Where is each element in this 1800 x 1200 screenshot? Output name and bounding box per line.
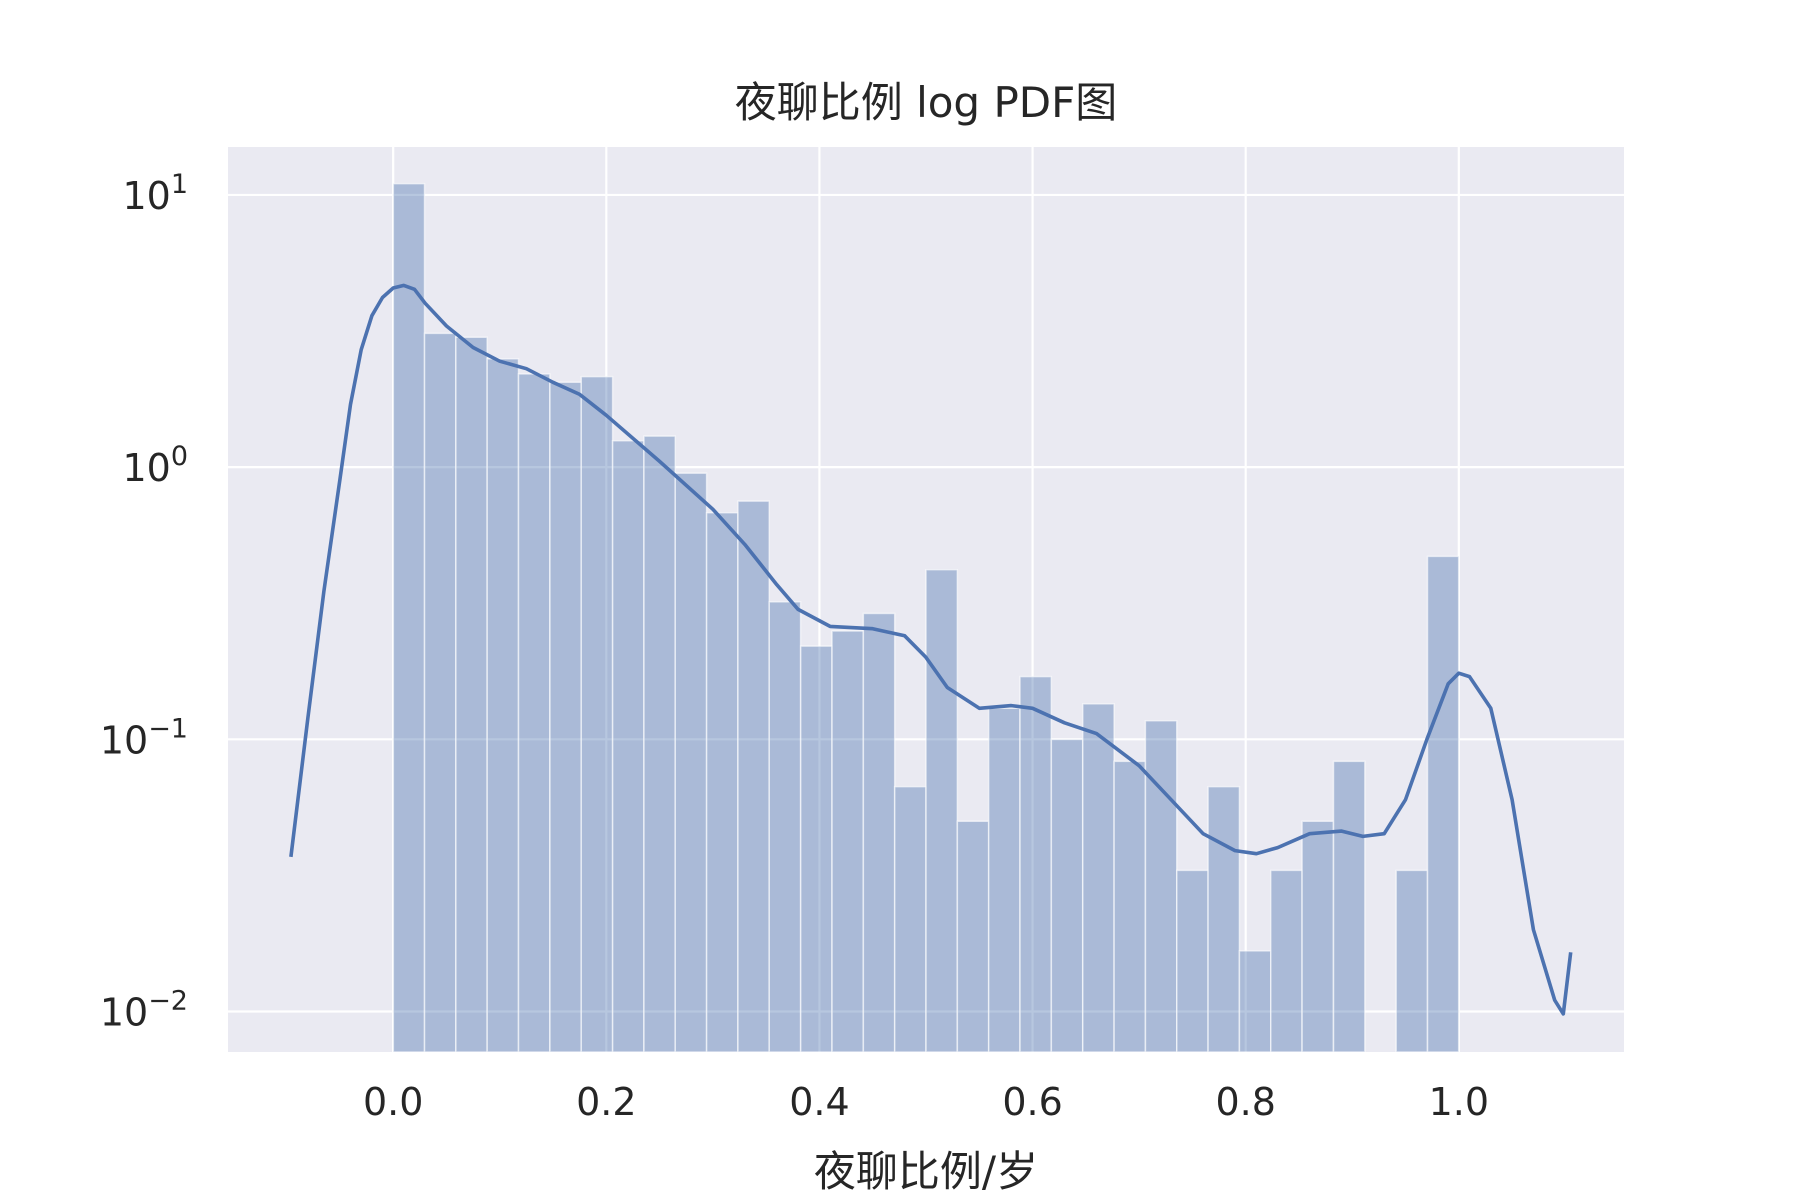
histogram-bar-16: [893, 785, 927, 1053]
histogram-bar-26: [1207, 785, 1241, 1053]
histogram-bar-21: [1050, 738, 1084, 1053]
histogram-bar-18: [956, 820, 990, 1053]
histogram-bar-9: [674, 472, 708, 1053]
x-axis-label: 夜聊比例/岁: [814, 1147, 1038, 1196]
histogram-bar-12: [768, 601, 802, 1053]
y-tick-base: 10: [100, 991, 148, 1035]
histogram-bars: [392, 182, 1460, 1053]
histogram-bar-23: [1113, 760, 1147, 1053]
histogram-bar-29: [1301, 820, 1335, 1053]
histogram-bar-1: [423, 332, 457, 1053]
histogram-bar-17: [925, 568, 959, 1053]
x-tick-label: 0.2: [576, 1080, 636, 1124]
histogram-bar-19: [987, 707, 1021, 1053]
histogram-bar-13: [799, 645, 833, 1053]
histogram-bar-7: [611, 439, 645, 1053]
kde-curve-layer: [289, 283, 1573, 1016]
y-tick-base: 10: [122, 174, 170, 218]
histogram-bar-28: [1269, 869, 1303, 1053]
y-tick-exponent: −1: [148, 713, 188, 744]
histogram-bar-0: [392, 182, 426, 1053]
y-tick-base: 10: [122, 446, 170, 490]
histogram-bar-4: [517, 373, 551, 1053]
histogram-bar-20: [1019, 675, 1053, 1053]
histogram-bar-30: [1332, 760, 1366, 1053]
x-tick-labels: 0.0 0.2 0.4 0.6 0.8 1.0: [363, 1080, 1489, 1124]
histogram-bar-3: [486, 358, 520, 1053]
y-tick-label: 10−1: [100, 713, 188, 762]
histogram-bar-5: [549, 381, 583, 1053]
x-tick-label: 0.6: [1002, 1080, 1062, 1124]
y-tick-exponent: 1: [171, 169, 188, 200]
x-tick-label: 0.4: [789, 1080, 849, 1124]
y-tick-label: 100: [122, 441, 188, 490]
histogram-bar-6: [580, 375, 614, 1053]
histogram-bar-24: [1144, 720, 1178, 1053]
histogram-bar-11: [737, 500, 771, 1053]
y-tick-exponent: 0: [171, 441, 188, 472]
histogram-bar-32: [1395, 869, 1429, 1053]
chart-title: 夜聊比例 log PDF图: [735, 78, 1118, 127]
histogram-bar-10: [705, 511, 739, 1053]
y-tick-label: 101: [122, 169, 188, 218]
y-tick-base: 10: [100, 718, 148, 762]
histogram-bar-22: [1082, 703, 1115, 1053]
y-tick-label: 10−2: [100, 986, 188, 1035]
histogram-bar-27: [1238, 950, 1272, 1053]
histogram-bar-2: [455, 336, 488, 1053]
y-tick-exponent: −2: [148, 986, 188, 1017]
histogram-bar-33: [1426, 555, 1460, 1053]
x-tick-label: 0.0: [363, 1080, 423, 1124]
x-tick-label: 1.0: [1429, 1080, 1489, 1124]
histogram-bar-15: [862, 612, 896, 1053]
x-tick-label: 0.8: [1215, 1080, 1275, 1124]
histogram-bar-14: [831, 630, 865, 1053]
histogram-bar-25: [1175, 869, 1209, 1053]
kde-curve: [289, 283, 1573, 1016]
histogram-bar-8: [643, 435, 677, 1053]
